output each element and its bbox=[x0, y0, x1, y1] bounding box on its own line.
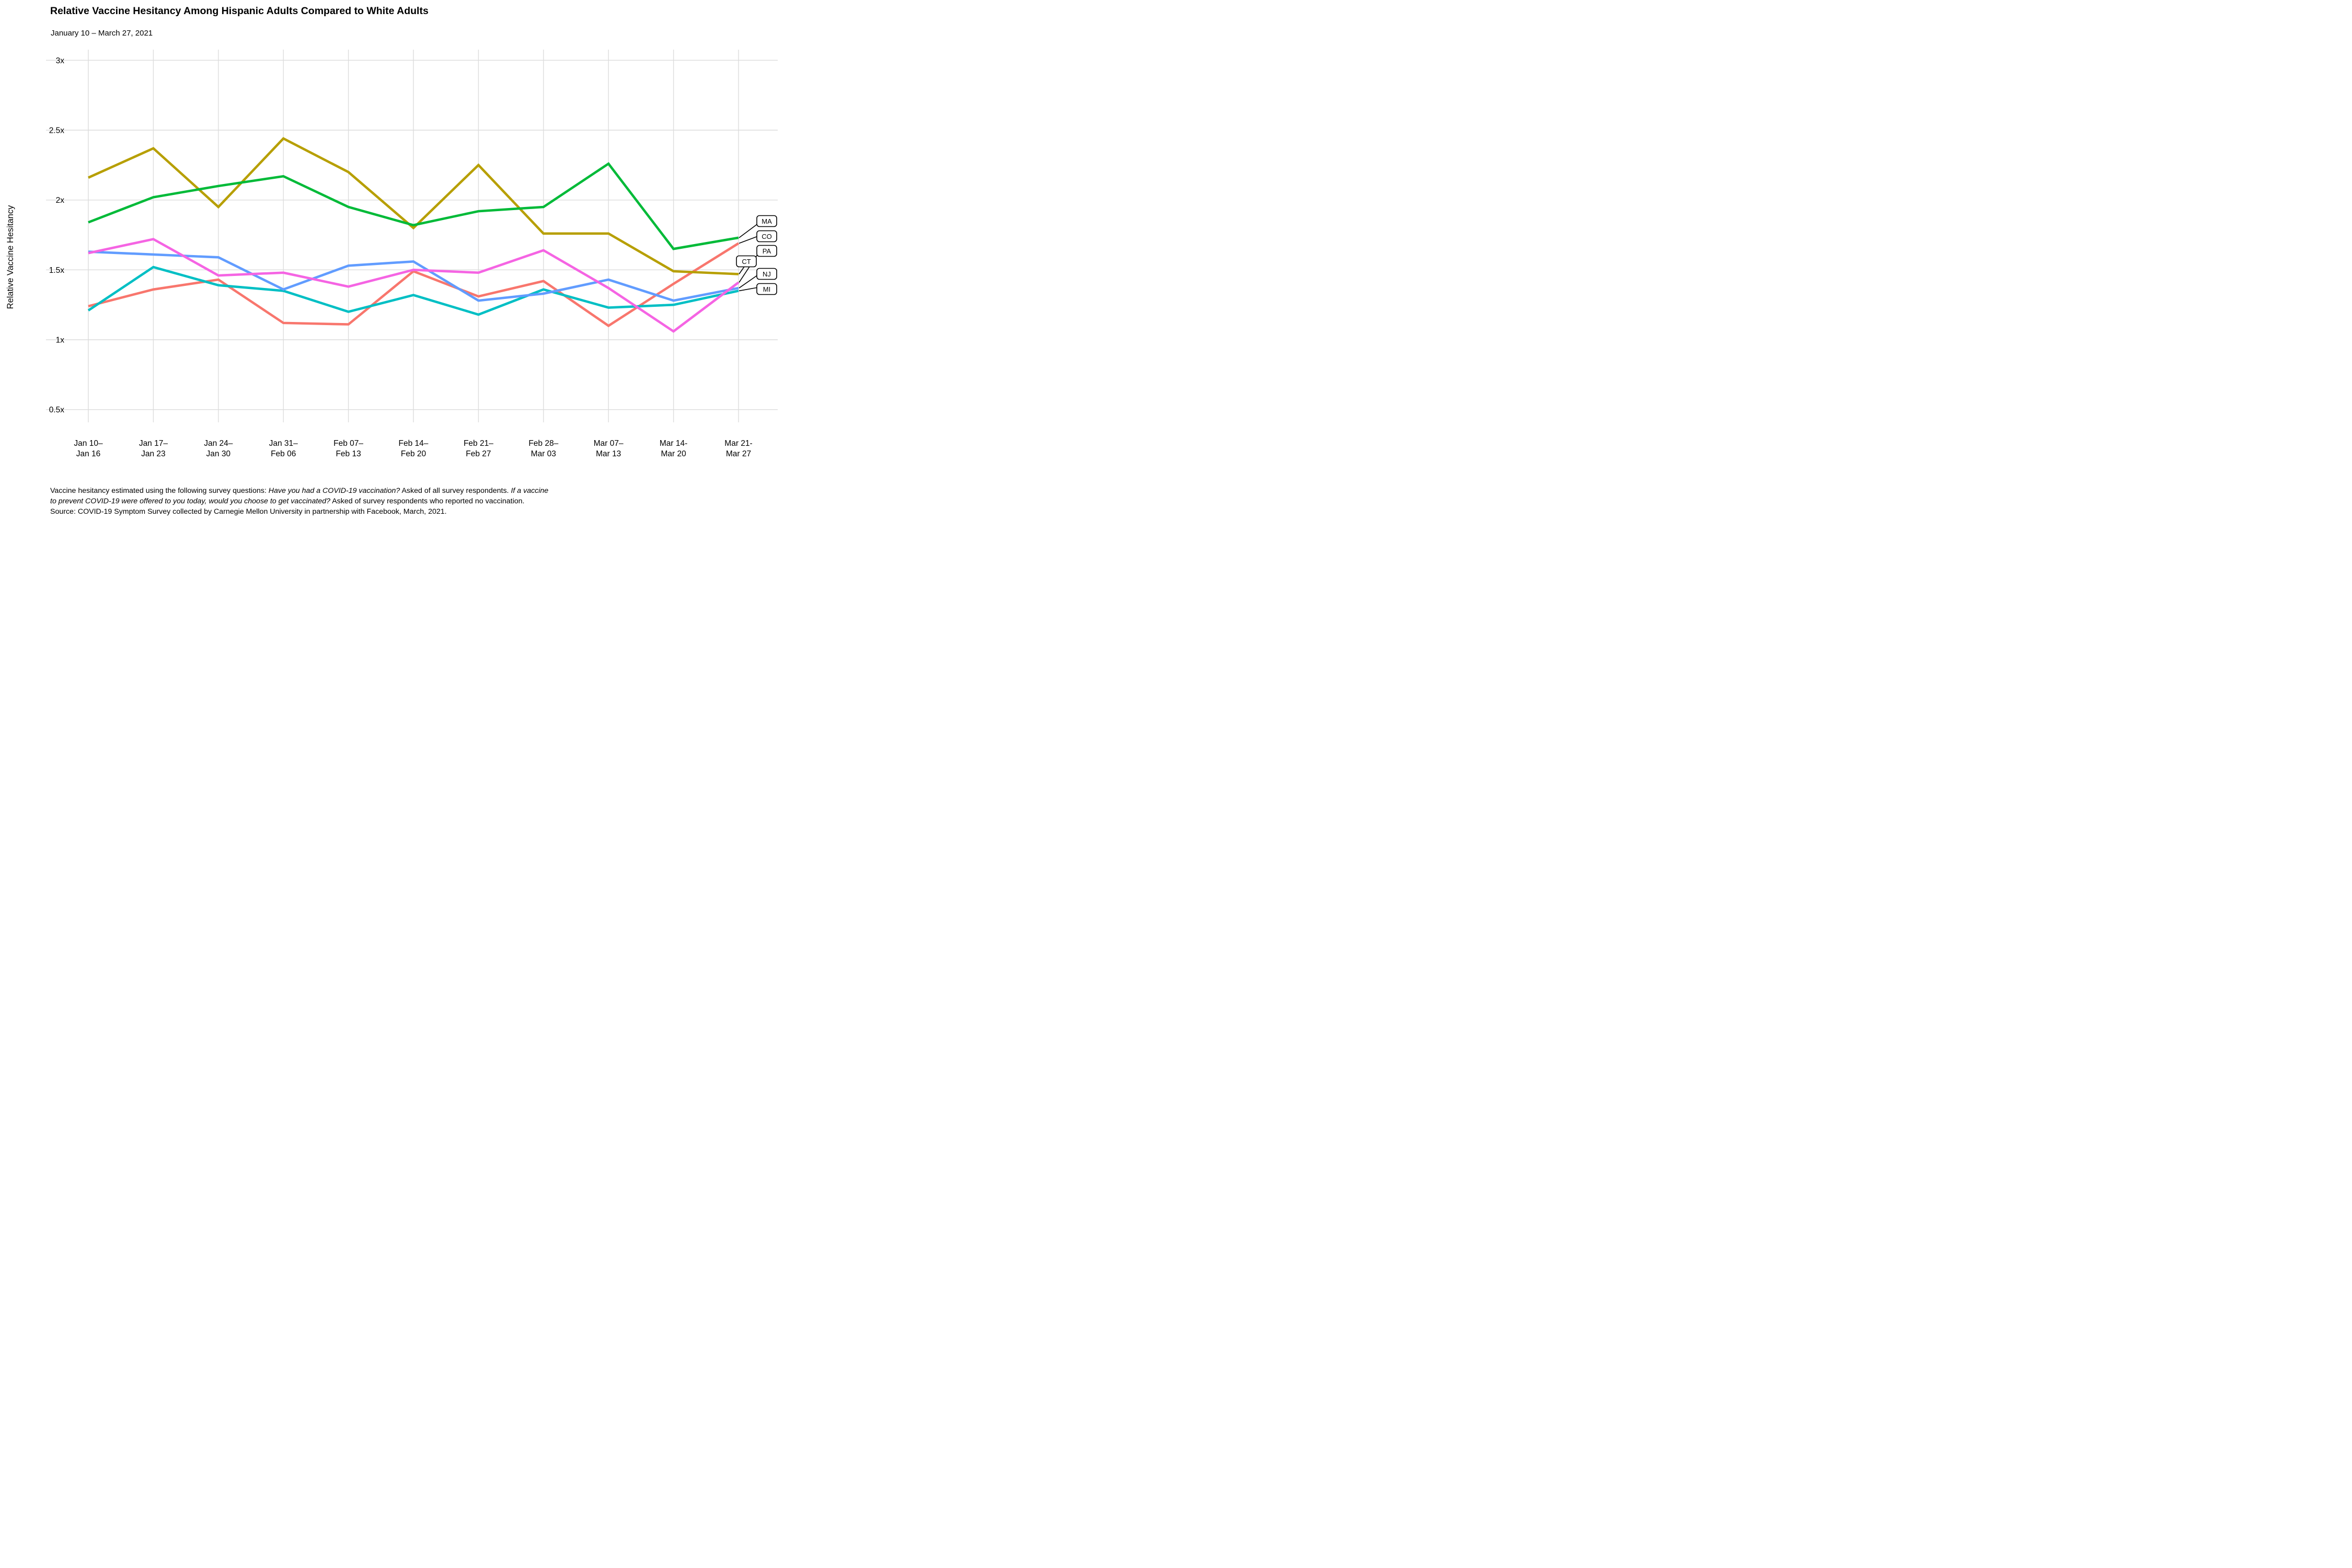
x-tick-label: Feb 28– Mar 03 bbox=[528, 439, 558, 458]
x-tick-label: Mar 21-Mar 27 bbox=[724, 439, 752, 458]
state-label-box-NJ bbox=[756, 268, 777, 280]
footnote-quoted-question: If a vaccine bbox=[511, 487, 549, 495]
footnote-line-1: Vaccine hesitancy estimated using the fo… bbox=[50, 486, 548, 496]
x-tick-label: Jan 17– Jan 23 bbox=[139, 439, 168, 458]
state-label-CT: CT bbox=[742, 258, 751, 266]
axis-layer: 3x 2.5x 2x 1.5x 1x 0.5x Jan 10– Jan 16 Jan 17– Ja… bbox=[49, 56, 753, 458]
x-tick-label: Mar 07– Mar 13 bbox=[594, 439, 624, 458]
y-tick-label: 1x bbox=[56, 336, 65, 345]
y-tick-label: 2x bbox=[56, 196, 65, 205]
state-label-NJ: NJ bbox=[763, 270, 771, 278]
y-axis-title: Relative Vaccine Hesitancy bbox=[6, 205, 15, 309]
label-leader-NJ bbox=[739, 274, 758, 289]
y-tick-label: 1.5x bbox=[49, 266, 65, 275]
series-line-CO bbox=[88, 242, 740, 328]
series-label-layer: MA CO PA CT NJ MI bbox=[736, 215, 777, 295]
x-tick-label: Jan 24– Jan 30 bbox=[204, 439, 233, 458]
state-label-box-MA bbox=[756, 215, 777, 227]
footnote-line-2: to prevent COVID-19 were offered to you … bbox=[50, 496, 548, 506]
footnote: Vaccine hesitancy estimated using the fo… bbox=[50, 486, 548, 517]
footnote-quoted-question: to prevent COVID-19 were offered to you … bbox=[50, 497, 331, 505]
series-line-MA bbox=[88, 162, 739, 250]
chart-title: Relative Vaccine Hesitancy Among Hispani… bbox=[50, 5, 429, 17]
label-leader-CO bbox=[739, 236, 758, 244]
footnote-line-3: Source: COVID-19 Symptom Survey collecte… bbox=[50, 506, 548, 517]
y-tick-label: 3x bbox=[56, 56, 65, 65]
state-label-box-CO bbox=[756, 230, 777, 243]
state-label-CO: CO bbox=[762, 233, 772, 240]
series-line-NJ bbox=[88, 250, 739, 302]
footnote-text: Source: COVID-19 Symptom Survey collecte… bbox=[50, 508, 447, 516]
series-line-PA bbox=[88, 238, 740, 333]
state-label-MA: MA bbox=[762, 217, 772, 225]
state-label-box-MI bbox=[756, 283, 777, 295]
y-tick-label: 2.5x bbox=[49, 126, 65, 135]
footnote-text: Asked of all survey respondents. bbox=[400, 487, 511, 495]
label-leader-MA bbox=[739, 223, 758, 238]
x-tick-label: Jan 10– Jan 16 bbox=[74, 439, 103, 458]
state-label-PA: PA bbox=[763, 247, 771, 255]
y-tick-label: 0.5x bbox=[49, 406, 65, 414]
state-label-box-CT bbox=[736, 255, 757, 268]
x-tick-label: Jan 31– Feb 06 bbox=[269, 439, 298, 458]
line-chart: Relative Vaccine Hesitancy 3x 2.5x 2x 1.5x 1… bbox=[6, 50, 778, 458]
grid-layer bbox=[46, 50, 778, 422]
series-layer bbox=[87, 137, 740, 333]
x-tick-label: Mar 14-Mar 20 bbox=[660, 439, 687, 458]
footnote-quoted-question: Have you had a COVID-19 vaccination? bbox=[268, 487, 400, 495]
footnote-text: Asked of survey respondents who reported… bbox=[330, 497, 525, 505]
label-leader-MI bbox=[739, 287, 758, 292]
x-tick-label: Feb 21– Feb 27 bbox=[464, 439, 493, 458]
x-tick-label: Feb 14– Feb 20 bbox=[399, 439, 429, 458]
state-label-MI: MI bbox=[763, 285, 770, 293]
state-label-box-PA bbox=[756, 245, 777, 257]
x-tick-label: Feb 07– Feb 13 bbox=[333, 439, 363, 458]
chart-subtitle: January 10 – March 27, 2021 bbox=[51, 29, 153, 38]
series-line-MI bbox=[87, 266, 739, 316]
chart-page: Relative Vaccine Hesitancy Among Hispani… bbox=[0, 0, 784, 523]
footnote-text: Vaccine hesitancy estimated using the fo… bbox=[50, 487, 269, 495]
series-line-CT bbox=[88, 137, 739, 275]
